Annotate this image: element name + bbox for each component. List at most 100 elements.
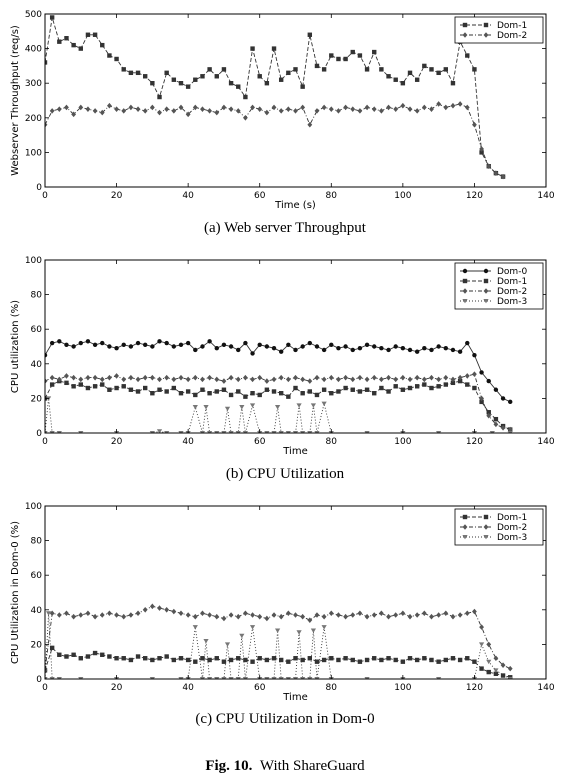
- data-point-dom-2: [243, 115, 248, 121]
- data-point-dom-1: [321, 67, 327, 72]
- data-point-dom-1: [364, 67, 370, 72]
- x-tick-label: 100: [394, 683, 411, 693]
- data-point-dom-1: [171, 657, 177, 663]
- data-point-dom-1: [486, 669, 491, 675]
- data-point-dom-1: [271, 46, 277, 51]
- data-point-dom-1: [157, 656, 162, 661]
- data-point-dom-0: [386, 347, 391, 353]
- data-point-dom-1: [450, 380, 456, 386]
- data-point-dom-0: [379, 346, 384, 351]
- data-point-dom-2: [264, 615, 270, 622]
- data-point-dom-1: [257, 656, 262, 661]
- data-point-dom-2: [200, 106, 205, 112]
- data-point-dom-2: [493, 170, 499, 176]
- data-point-dom-2: [443, 374, 449, 381]
- data-point-dom-0: [400, 346, 406, 351]
- data-point-dom-1: [472, 659, 477, 664]
- data-point-dom-1: [250, 46, 255, 51]
- data-point-dom-2: [436, 376, 442, 383]
- data-point-dom-2: [321, 376, 327, 383]
- data-point-dom-1: [193, 659, 198, 664]
- data-point-dom-2: [107, 102, 112, 109]
- data-point-dom-2: [207, 374, 213, 381]
- data-point-dom-0: [264, 344, 270, 349]
- data-point-dom-1: [121, 67, 126, 72]
- data-point-dom-1: [486, 410, 491, 415]
- x-tick-label: 0: [42, 437, 48, 447]
- data-point-dom-2: [293, 108, 298, 114]
- data-point-dom-2: [228, 612, 234, 618]
- y-tick-label: 60: [31, 571, 43, 581]
- data-point-dom-1: [357, 389, 363, 394]
- data-point-dom-1: [164, 70, 169, 76]
- data-point-dom-1: [286, 659, 291, 664]
- series-dom-2: [45, 603, 513, 674]
- data-point-dom-2: [350, 376, 356, 383]
- data-point-dom-1: [143, 74, 148, 79]
- data-point-dom-2: [257, 613, 263, 620]
- data-point-dom-1: [128, 387, 134, 392]
- data-point-dom-1: [207, 391, 212, 396]
- data-point-dom-2: [500, 173, 506, 180]
- data-point-dom-2: [371, 612, 377, 618]
- data-point-dom-2: [243, 610, 248, 617]
- data-point-dom-1: [107, 53, 112, 58]
- data-point-dom-2: [271, 376, 277, 383]
- data-point-dom-0: [300, 344, 305, 349]
- data-point-dom-1: [314, 392, 320, 398]
- figure-caption-text: With ShareGuard: [260, 758, 365, 774]
- data-point-dom-1: [271, 656, 277, 661]
- data-point-dom-1: [228, 657, 234, 663]
- data-point-dom-2: [343, 613, 348, 620]
- data-point-dom-1: [457, 657, 463, 663]
- y-axis-label: Webserver Throughput (req/s): [10, 25, 21, 176]
- data-point-dom-2: [78, 104, 84, 111]
- data-point-dom-2: [293, 374, 298, 381]
- data-point-dom-1: [71, 42, 76, 48]
- data-point-dom-1: [78, 656, 83, 661]
- data-point-dom-2: [221, 615, 227, 622]
- x-tick-label: 60: [254, 191, 266, 201]
- data-point-dom-2: [364, 613, 370, 620]
- data-point-dom-1: [100, 652, 105, 657]
- data-point-dom-0: [350, 347, 355, 353]
- x-tick-label: 80: [326, 191, 338, 201]
- data-point-dom-3: [45, 611, 52, 616]
- data-point-dom-1: [221, 659, 227, 664]
- data-point-dom-1: [479, 150, 484, 155]
- series-dom-1: [45, 645, 513, 679]
- data-point-dom-2: [149, 603, 155, 610]
- data-point-dom-2: [314, 374, 320, 381]
- data-point-dom-2: [250, 376, 255, 383]
- x-tick-label: 0: [42, 191, 48, 201]
- legend-marker: [483, 288, 489, 294]
- x-tick-label: 140: [537, 437, 554, 447]
- data-point-dom-2: [49, 108, 55, 114]
- data-point-dom-1: [472, 385, 477, 391]
- data-point-dom-2: [314, 612, 320, 618]
- series-line-dom-2: [45, 605, 511, 671]
- data-point-dom-2: [285, 610, 291, 617]
- data-point-dom-2: [414, 108, 420, 114]
- data-point-dom-1: [278, 657, 284, 663]
- legend-label: Dom-2: [497, 523, 527, 533]
- data-point-dom-3: [239, 405, 245, 410]
- series-line-dom-3: [45, 398, 511, 433]
- y-tick-label: 300: [25, 79, 42, 89]
- data-point-dom-0: [78, 340, 83, 346]
- data-point-dom-2: [92, 613, 98, 620]
- caption-b: (b) CPU Utilization: [226, 466, 345, 482]
- data-point-dom-2: [307, 121, 313, 128]
- data-point-dom-2: [414, 612, 420, 618]
- data-point-dom-0: [143, 342, 148, 347]
- data-point-dom-1: [386, 74, 391, 79]
- data-point-dom-1: [343, 656, 348, 661]
- data-point-dom-1: [121, 384, 126, 389]
- data-point-dom-1: [264, 81, 270, 86]
- data-point-dom-2: [443, 610, 449, 617]
- y-tick-label: 400: [25, 45, 42, 55]
- data-point-dom-3: [239, 633, 245, 639]
- data-point-dom-2: [457, 374, 463, 381]
- data-point-dom-1: [64, 380, 69, 386]
